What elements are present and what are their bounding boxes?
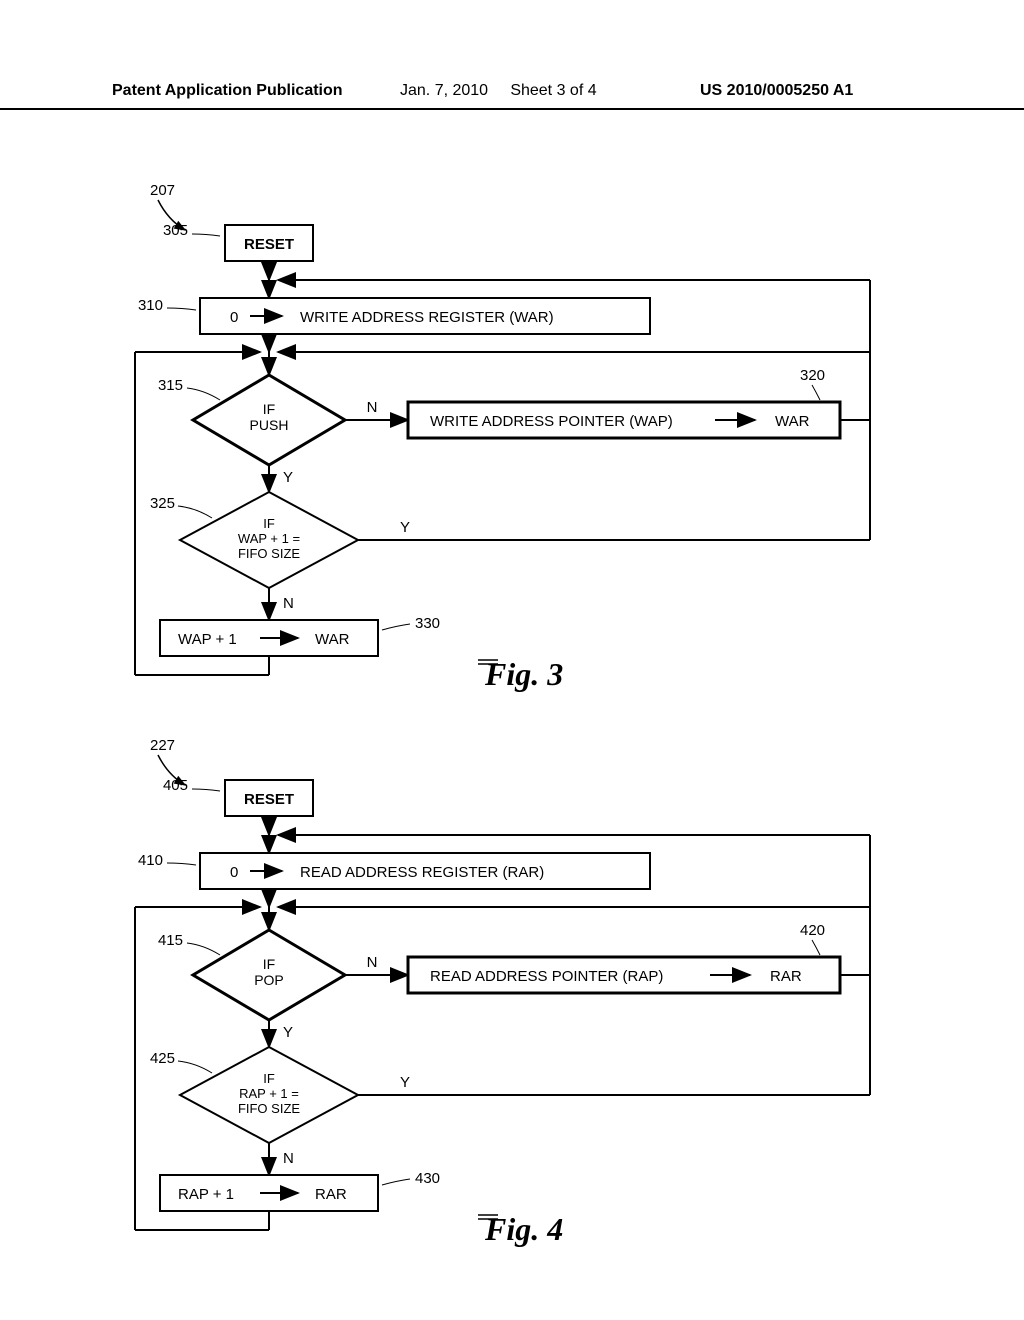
diagrams-container: 207 RESET 305 0 WRITE ADDRESS REGISTER (… [0,130,1024,1295]
edge-325-n-label: N [283,595,294,612]
figure-4: 227 RESET 405 0 READ ADDRESS REGISTER (R… [135,737,870,1230]
node-325-decision: IF WAP + 1 = FIFO SIZE 325 [150,492,358,588]
node-405-reset: RESET 405 [163,777,313,816]
edge-415-y-label: Y [283,1024,293,1041]
header-publication-type: Patent Application Publication [112,82,343,100]
ref-305-leader [192,234,220,236]
fig3-caption: Fig. 3 [484,656,563,692]
node-315-decision: IF PUSH 315 [158,375,345,465]
node-425-line3: FIFO SIZE [238,1101,300,1116]
edge-325-y-label: Y [400,519,410,536]
ref-325: 325 [150,495,175,512]
node-420-suffix: RAR [770,968,802,985]
node-315-line1: IF [263,401,275,417]
edge-315-y-label: Y [283,469,293,486]
node-410-text: READ ADDRESS REGISTER (RAR) [300,864,544,881]
node-320-suffix: WAR [775,413,810,430]
ref-325-leader [178,506,212,518]
node-330-suffix: WAR [315,631,350,648]
node-325-line1: IF [263,516,275,531]
node-410-zero: 0 [230,864,238,881]
node-410: 0 READ ADDRESS REGISTER (RAR) 410 [138,852,650,889]
node-430: RAP + 1 RAR 430 [160,1170,440,1211]
ref-430-leader [382,1179,410,1185]
ref-320: 320 [800,367,825,384]
header-date: Jan. 7, 2010 [400,82,488,99]
node-320-text: WRITE ADDRESS POINTER (WAP) [430,413,673,430]
node-325-line3: FIFO SIZE [238,546,300,561]
node-310-text: WRITE ADDRESS REGISTER (WAR) [300,309,554,326]
edge-425-y-label: Y [400,1074,410,1091]
node-330-text: WAP + 1 [178,631,237,648]
node-305-label: RESET [244,236,294,253]
ref-305: 305 [163,222,188,239]
node-330: WAP + 1 WAR 330 [160,615,440,656]
ref-410-leader [167,863,196,865]
edge-315-n-label: N [367,399,378,416]
header-sheet: Sheet 3 of 4 [510,82,596,99]
ref-330: 330 [415,615,440,632]
node-305-reset: RESET 305 [163,222,313,261]
fig4-caption: Fig. 4 [484,1211,563,1247]
ref-405-leader [192,789,220,791]
ref-405: 405 [163,777,188,794]
ref-310: 310 [138,297,163,314]
node-420: READ ADDRESS POINTER (RAP) RAR 420 [408,922,840,993]
ref-315: 315 [158,377,183,394]
node-325-line2: WAP + 1 = [238,531,300,546]
ref-330-leader [382,624,410,630]
page-header: Patent Application Publication Jan. 7, 2… [0,82,1024,110]
node-415-line2: POP [254,972,284,988]
header-date-sheet: Jan. 7, 2010 Sheet 3 of 4 [400,82,597,100]
node-320: WRITE ADDRESS POINTER (WAP) WAR 320 [408,367,840,438]
node-430-text: RAP + 1 [178,1186,234,1203]
ref-425: 425 [150,1050,175,1067]
node-425-decision: IF RAP + 1 = FIFO SIZE 425 [150,1047,358,1143]
ref-310-leader [167,308,196,310]
ref-420-leader [812,940,820,955]
node-425-line1: IF [263,1071,275,1086]
edge-415-n-label: N [367,954,378,971]
ref-420: 420 [800,922,825,939]
ref-425-leader [178,1061,212,1073]
node-415-decision: IF POP 415 [158,930,345,1020]
node-425-line2: RAP + 1 = [239,1086,299,1101]
flowchart-svg: 207 RESET 305 0 WRITE ADDRESS REGISTER (… [0,130,1024,1290]
ref-430: 430 [415,1170,440,1187]
figure-3: 207 RESET 305 0 WRITE ADDRESS REGISTER (… [135,182,870,675]
node-420-text: READ ADDRESS POINTER (RAP) [430,968,663,985]
node-315-line2: PUSH [250,417,289,433]
node-405-label: RESET [244,791,294,808]
ref-415: 415 [158,932,183,949]
ref-415-leader [187,943,220,955]
node-430-suffix: RAR [315,1186,347,1203]
ref-227: 227 [150,737,175,754]
node-310: 0 WRITE ADDRESS REGISTER (WAR) 310 [138,297,650,334]
node-310-zero: 0 [230,309,238,326]
ref-315-leader [187,388,220,400]
edge-425-n-label: N [283,1150,294,1167]
ref-410: 410 [138,852,163,869]
header-pub-number: US 2010/0005250 A1 [700,82,853,100]
ref-207: 207 [150,182,175,199]
ref-320-leader [812,385,820,400]
node-415-line1: IF [263,956,275,972]
